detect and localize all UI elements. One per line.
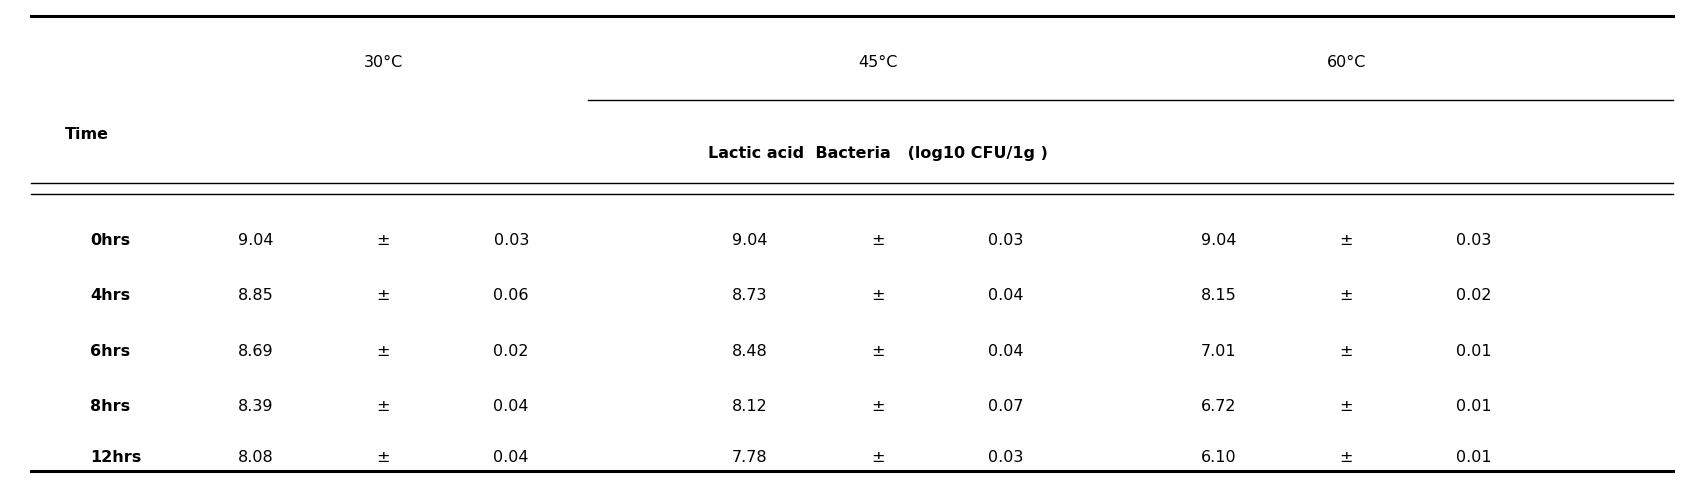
- Text: 6.10: 6.10: [1201, 449, 1235, 465]
- Text: ±: ±: [377, 343, 390, 358]
- Text: 0.06: 0.06: [494, 288, 528, 303]
- Text: ±: ±: [871, 343, 884, 358]
- Text: 0.04: 0.04: [494, 398, 528, 413]
- Text: ±: ±: [1339, 343, 1353, 358]
- Text: 0.04: 0.04: [988, 343, 1022, 358]
- Text: 9.04: 9.04: [239, 232, 273, 248]
- Text: 9.04: 9.04: [1201, 232, 1235, 248]
- Text: ±: ±: [1339, 232, 1353, 248]
- Text: 8.85: 8.85: [239, 288, 273, 303]
- Text: 0.01: 0.01: [1457, 398, 1491, 413]
- Text: 8.73: 8.73: [733, 288, 767, 303]
- Text: 6hrs: 6hrs: [90, 343, 131, 358]
- Text: ±: ±: [1339, 449, 1353, 465]
- Text: 0.04: 0.04: [494, 449, 528, 465]
- Text: 7.01: 7.01: [1201, 343, 1235, 358]
- Text: ±: ±: [1339, 398, 1353, 413]
- Text: ±: ±: [377, 398, 390, 413]
- Text: ±: ±: [377, 232, 390, 248]
- Text: 0.01: 0.01: [1457, 343, 1491, 358]
- Text: 60°C: 60°C: [1326, 55, 1367, 70]
- Text: ±: ±: [1339, 288, 1353, 303]
- Text: 6.72: 6.72: [1201, 398, 1235, 413]
- Text: 0.04: 0.04: [988, 288, 1022, 303]
- Text: ±: ±: [377, 449, 390, 465]
- Text: 8.69: 8.69: [239, 343, 273, 358]
- Text: ±: ±: [871, 449, 884, 465]
- Text: 8.39: 8.39: [239, 398, 273, 413]
- Text: 0.02: 0.02: [1457, 288, 1491, 303]
- Text: 0.07: 0.07: [988, 398, 1022, 413]
- Text: 0.03: 0.03: [1457, 232, 1491, 248]
- Text: 45°C: 45°C: [857, 55, 898, 70]
- Text: 8.08: 8.08: [239, 449, 273, 465]
- Text: 8.15: 8.15: [1201, 288, 1235, 303]
- Text: 0.03: 0.03: [988, 232, 1022, 248]
- Text: 4hrs: 4hrs: [90, 288, 131, 303]
- Text: 0.03: 0.03: [988, 449, 1022, 465]
- Text: 0.03: 0.03: [494, 232, 528, 248]
- Text: 8hrs: 8hrs: [90, 398, 131, 413]
- Text: 9.04: 9.04: [733, 232, 767, 248]
- Text: ±: ±: [377, 288, 390, 303]
- Text: 0.02: 0.02: [494, 343, 528, 358]
- Text: ±: ±: [871, 232, 884, 248]
- Text: 8.48: 8.48: [733, 343, 767, 358]
- Text: ±: ±: [871, 398, 884, 413]
- Text: 12hrs: 12hrs: [90, 449, 141, 465]
- Text: Time: Time: [65, 127, 109, 142]
- Text: 8.12: 8.12: [733, 398, 767, 413]
- Text: 0hrs: 0hrs: [90, 232, 131, 248]
- Text: ±: ±: [871, 288, 884, 303]
- Text: 0.01: 0.01: [1457, 449, 1491, 465]
- Text: 7.78: 7.78: [733, 449, 767, 465]
- Text: 30°C: 30°C: [363, 55, 404, 70]
- Text: Lactic acid  Bacteria   (log10 CFU/1g ): Lactic acid Bacteria (log10 CFU/1g ): [707, 146, 1048, 161]
